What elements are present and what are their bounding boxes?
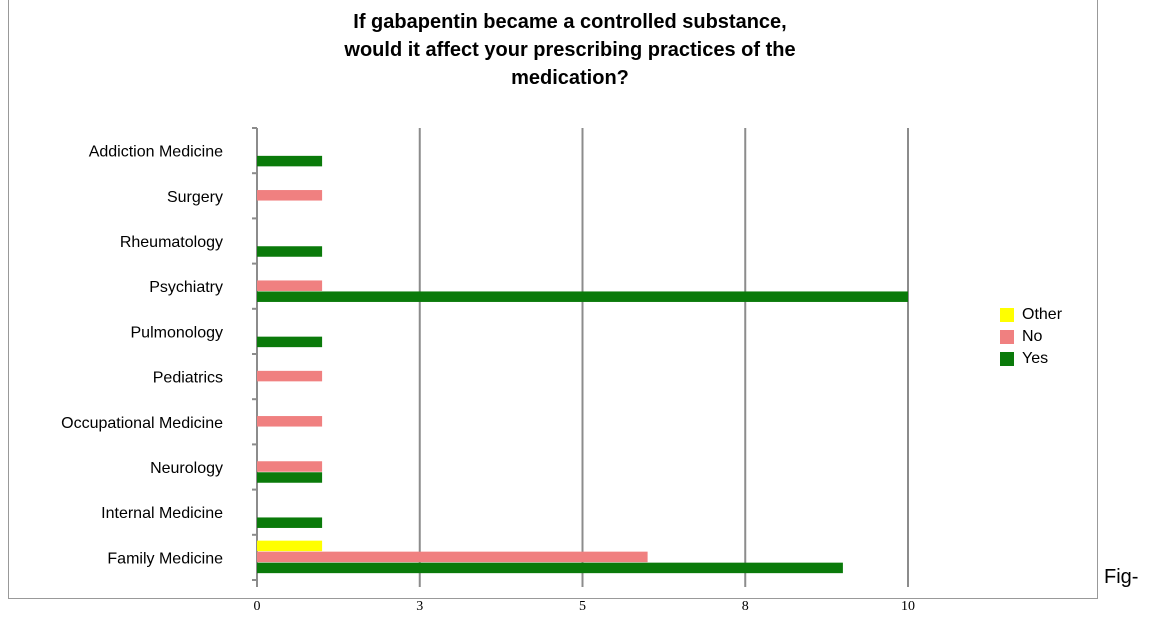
chart-frame-right [1097, 0, 1098, 598]
chart-frame-left [8, 0, 9, 598]
bar-yes-8 [257, 517, 323, 528]
category-label-7: Neurology [150, 460, 223, 477]
legend-swatch-yes [1000, 352, 1014, 366]
chart-legend: Other No Yes [1000, 304, 1062, 370]
chart-title: If gabapentin became a controlled substa… [344, 11, 796, 89]
x-tick-label-2: 5 [579, 599, 586, 614]
legend-label-yes: Yes [1022, 350, 1049, 367]
category-label-0: Addiction Medicine [89, 144, 223, 161]
x-tick-label-4: 10 [901, 599, 915, 614]
legend-swatch-no [1000, 330, 1014, 344]
bar-no-1 [257, 190, 323, 201]
legend-item-yes: Yes [1000, 348, 1062, 370]
bar-yes-9 [257, 562, 843, 574]
bar-no-9 [257, 551, 648, 563]
legend-label-no: No [1022, 328, 1043, 345]
bar-no-6 [257, 416, 323, 427]
category-label-4: Pulmonology [131, 324, 224, 341]
x-tick-label-0: 0 [254, 599, 261, 614]
category-label-8: Internal Medicine [101, 505, 223, 522]
category-label-1: Surgery [167, 189, 223, 206]
category-label-6: Occupational Medicine [61, 415, 223, 432]
bar-no-5 [257, 370, 323, 382]
bar-yes-4 [257, 336, 323, 348]
bar-no-3 [257, 280, 323, 291]
bar-yes-0 [257, 155, 323, 167]
category-label-3: Psychiatry [149, 279, 223, 296]
legend-swatch-other [1000, 308, 1014, 322]
figure-label-suffix: Fig- [1104, 566, 1139, 588]
legend-label-other: Other [1022, 306, 1063, 323]
legend-item-other: Other [1000, 304, 1062, 326]
x-tick-label-1: 3 [416, 599, 423, 614]
category-label-2: Rheumatology [120, 234, 223, 251]
bar-yes-2 [257, 246, 323, 257]
bar-other-9 [257, 540, 323, 552]
chart-frame-bottom [8, 598, 1098, 599]
bar-yes-7 [257, 472, 323, 483]
category-label-5: Pediatrics [153, 370, 223, 387]
legend-item-no: No [1000, 326, 1062, 348]
x-tick-label-3: 8 [742, 599, 749, 614]
bar-no-7 [257, 461, 323, 472]
category-label-9: Family Medicine [107, 550, 223, 567]
bar-yes-3 [257, 291, 908, 302]
